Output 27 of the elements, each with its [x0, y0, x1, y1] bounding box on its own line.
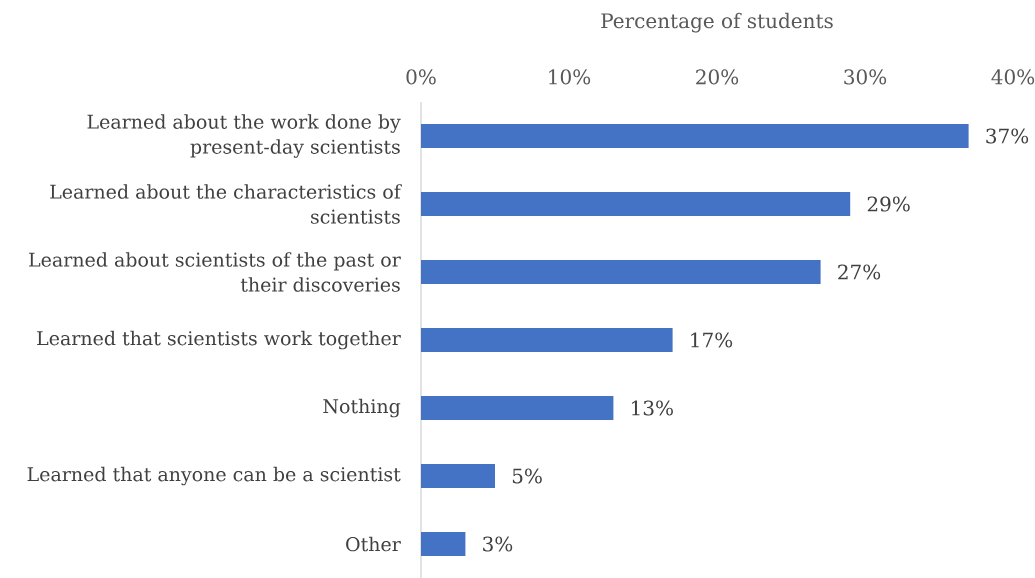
bar — [421, 532, 466, 557]
y-tick-label: Learned about scientists of the past or their discoveries — [29, 252, 401, 292]
x-tick-label: 10% — [549, 69, 591, 85]
bar — [421, 464, 495, 489]
bar — [421, 124, 969, 149]
y-tick-label: Nothing — [323, 398, 401, 418]
data-label: 5% — [512, 468, 542, 484]
data-label: 27% — [838, 264, 881, 280]
data-label: 17% — [691, 332, 733, 348]
y-tick-label: Other — [346, 536, 401, 552]
y-tick-label: Learned that anyone can be a scientist — [27, 466, 401, 486]
x-tick-label: 20% — [696, 69, 739, 85]
y-tick-label: Learned about the characteristics of scientists — [50, 184, 402, 224]
x-tick-label: 0% — [406, 69, 436, 85]
data-label: 13% — [632, 400, 673, 416]
y-tick-label: Learned that scientists work together — [37, 330, 401, 350]
data-label: 3% — [483, 536, 513, 552]
bar — [421, 260, 821, 285]
x-tick-label: 40% — [991, 69, 1035, 85]
bar — [421, 396, 614, 421]
data-label: 37% — [986, 128, 1029, 144]
bar — [421, 192, 851, 217]
data-label: 29% — [867, 196, 910, 212]
x-axis-title: Percentage of students — [601, 12, 833, 33]
y-tick-label: Learned about the work done by present-day scientists — [87, 114, 401, 158]
bar — [421, 328, 673, 353]
x-tick-label: 30% — [844, 69, 887, 85]
